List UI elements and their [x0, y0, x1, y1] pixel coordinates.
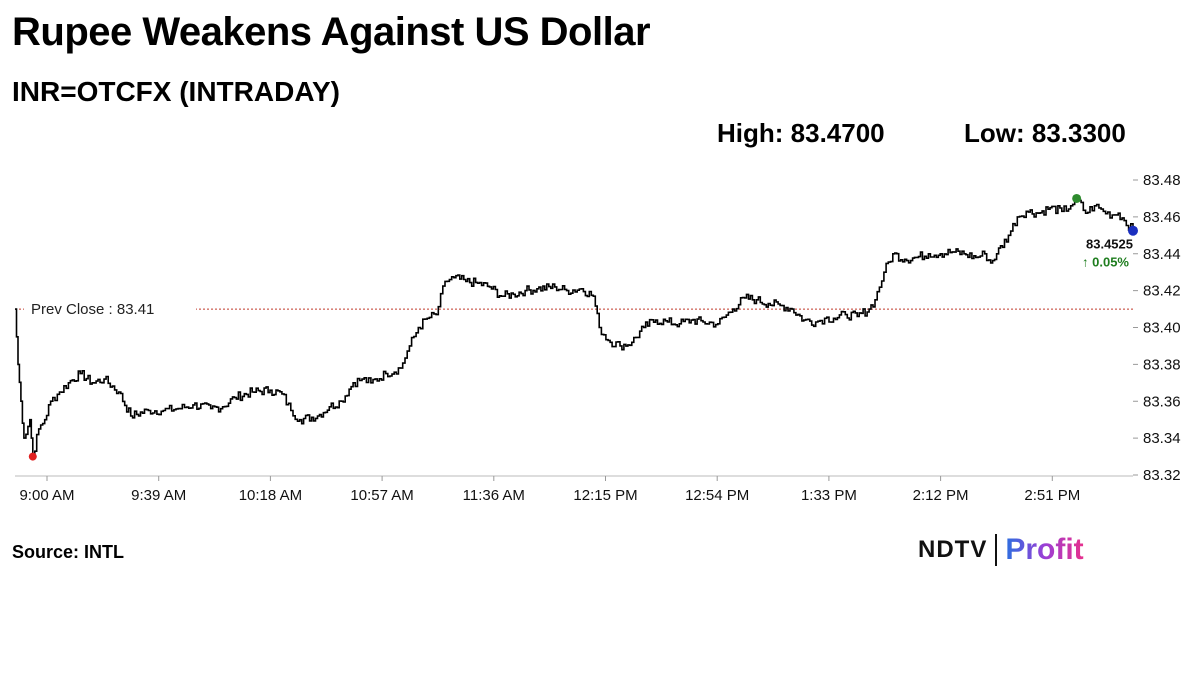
x-tick-label: 10:57 AM — [350, 487, 413, 504]
logo-profit-text: Profit — [1005, 533, 1084, 566]
last-price-marker — [1128, 225, 1138, 236]
x-axis: 9:00 AM 9:39 AM 10:18 AM 10:57 AM 11:36 AM 12… — [15, 475, 1133, 504]
x-tick-label: 9:00 AM — [19, 487, 74, 504]
x-tick-label: 2:51 PM — [1024, 487, 1080, 504]
prev-close-label: Prev Close : 83.41 — [31, 301, 154, 318]
high-point-marker — [1072, 193, 1082, 203]
logo-ndtv-text: NDTV — [918, 536, 988, 563]
chart-subtitle: INR=OTCFX (INTRADAY) — [12, 76, 340, 107]
y-tick-label: 83.36 — [1143, 393, 1181, 410]
x-tick-label: 12:15 PM — [573, 487, 637, 504]
y-tick-label: 83.48 — [1143, 172, 1181, 189]
last-price-label: 83.4525 — [1086, 237, 1133, 252]
chart-title: Rupee Weakens Against US Dollar — [12, 10, 651, 54]
y-tick-label: 83.40 — [1143, 320, 1181, 337]
y-tick-label: 83.38 — [1143, 356, 1181, 373]
source-label: Source: INTL — [12, 542, 125, 562]
x-tick-label: 10:18 AM — [239, 487, 302, 504]
y-tick-label: 83.46 — [1143, 209, 1181, 226]
x-tick-label: 9:39 AM — [131, 487, 186, 504]
y-axis: 83.32 83.34 83.36 83.38 83.40 83.42 83.44 83.46… — [1133, 172, 1181, 484]
x-tick-label: 1:33 PM — [801, 487, 857, 504]
x-tick-label: 12:54 PM — [685, 487, 749, 504]
ndtv-profit-logo: NDTV Profit — [918, 532, 1084, 568]
logo-divider — [995, 534, 998, 566]
y-tick-label: 83.44 — [1143, 246, 1181, 263]
x-tick-label: 2:12 PM — [913, 487, 969, 504]
change-percent-label: ↑ 0.05% — [1082, 255, 1129, 270]
day-low-label: Low: 83.3300 — [964, 118, 1126, 148]
intraday-line-chart: 83.32 83.34 83.36 83.38 83.40 83.42 83.44 83.46… — [15, 172, 1181, 504]
day-high-label: High: 83.4700 — [717, 118, 885, 148]
price-series-line — [15, 196, 1134, 458]
y-tick-label: 83.34 — [1143, 430, 1181, 447]
x-tick-label: 11:36 AM — [463, 487, 525, 504]
y-tick-label: 83.32 — [1143, 467, 1181, 484]
y-tick-label: 83.42 — [1143, 283, 1181, 300]
prev-close-label-bg — [24, 298, 196, 321]
low-point-marker — [28, 452, 37, 461]
